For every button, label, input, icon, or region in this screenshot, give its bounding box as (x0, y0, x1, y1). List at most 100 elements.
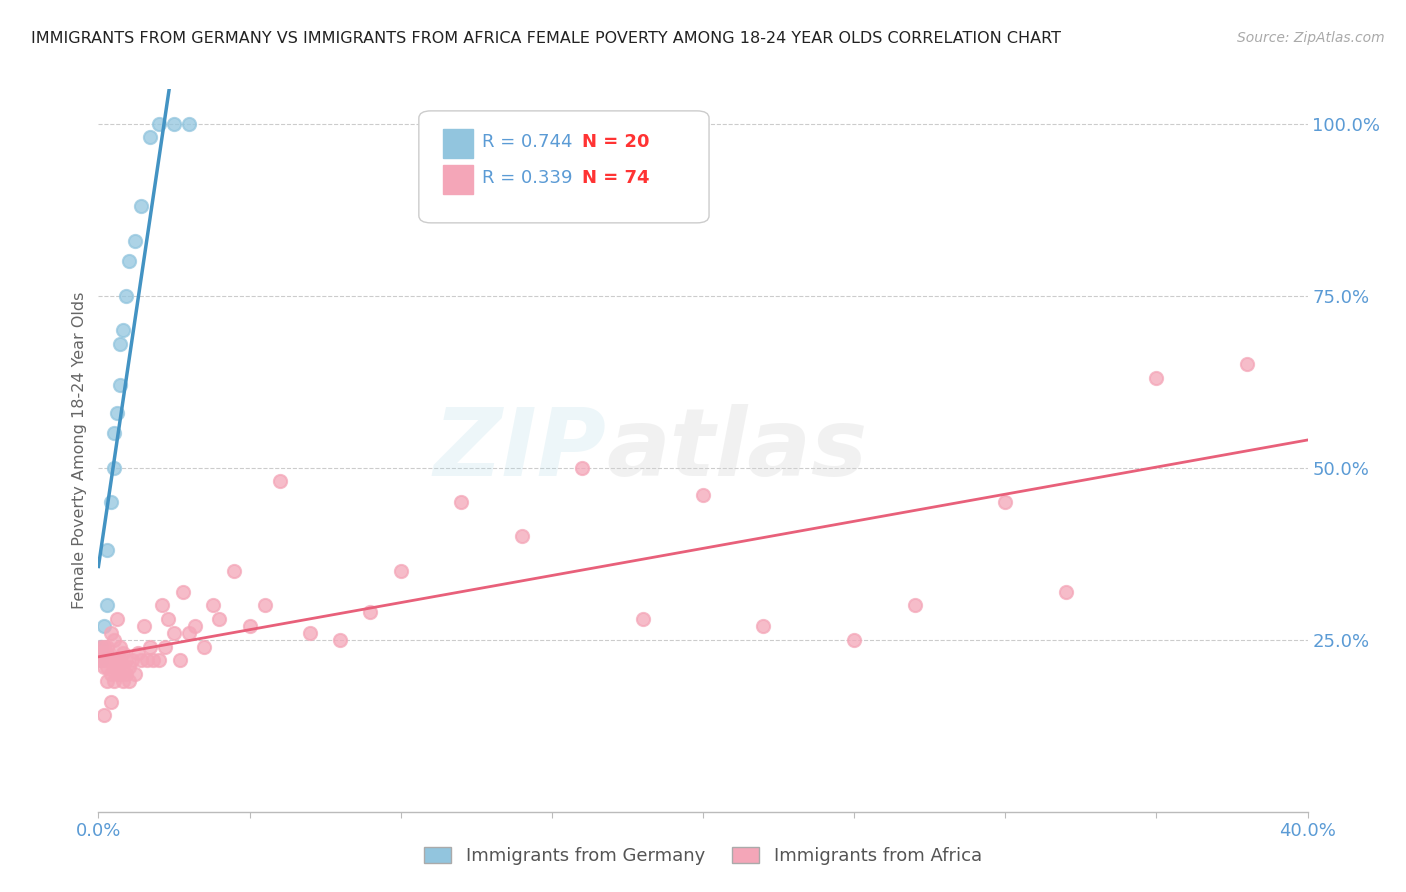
Point (148, 117, 170, 131)
Point (389, 564, 412, 578)
Text: N = 20: N = 20 (582, 133, 650, 151)
Bar (443, 129, 474, 158)
Point (208, 612, 231, 626)
Point (163, 625, 186, 640)
Point (752, 619, 775, 633)
Point (118, 660, 141, 674)
Point (111, 323, 134, 337)
Point (148, 653, 170, 667)
Point (114, 653, 136, 667)
Point (100, 495, 122, 509)
Point (108, 336, 131, 351)
Point (96, 653, 118, 667)
Point (93, 619, 115, 633)
Point (994, 495, 1017, 509)
Point (193, 640, 215, 654)
Point (172, 584, 194, 599)
Point (96, 543, 118, 558)
Point (1144, 371, 1167, 385)
Point (103, 632, 125, 647)
Point (118, 254, 141, 268)
Point (100, 695, 122, 709)
Point (96, 673, 118, 688)
Point (329, 632, 352, 647)
Point (179, 625, 201, 640)
Point (1054, 584, 1077, 599)
Point (299, 625, 322, 640)
Point (904, 599, 927, 613)
Point (169, 653, 191, 667)
Point (224, 564, 246, 578)
Point (571, 460, 593, 475)
Point (153, 640, 176, 654)
Point (124, 667, 146, 681)
Point (105, 653, 128, 667)
Point (139, 130, 162, 145)
Point (127, 647, 149, 661)
Point (100, 625, 122, 640)
Text: R = 0.339: R = 0.339 (482, 169, 572, 187)
Point (96, 640, 118, 654)
Point (108, 378, 131, 392)
Bar (443, 165, 474, 194)
Point (90, 647, 112, 661)
Point (108, 667, 131, 681)
Point (103, 673, 125, 688)
Point (105, 612, 128, 626)
Point (90, 653, 112, 667)
Point (692, 488, 714, 502)
Text: N = 74: N = 74 (582, 169, 650, 187)
Point (103, 426, 125, 441)
Point (90, 640, 112, 654)
FancyBboxPatch shape (419, 111, 709, 223)
Point (103, 653, 125, 667)
Point (631, 612, 654, 626)
Point (111, 673, 134, 688)
Point (135, 653, 157, 667)
Point (253, 599, 276, 613)
Point (93, 660, 115, 674)
Point (93, 708, 115, 723)
Point (93, 640, 115, 654)
Point (114, 667, 136, 681)
Point (111, 647, 134, 661)
Point (844, 632, 866, 647)
Point (142, 653, 165, 667)
Point (156, 612, 179, 626)
Point (90, 640, 112, 654)
Point (124, 234, 146, 248)
Point (100, 653, 122, 667)
Point (139, 640, 162, 654)
Point (93, 647, 115, 661)
Point (111, 660, 134, 674)
Point (121, 653, 143, 667)
Point (96, 599, 118, 613)
Point (108, 653, 131, 667)
Point (163, 117, 186, 131)
Point (239, 619, 262, 633)
Point (103, 660, 125, 674)
Point (103, 460, 125, 475)
Point (93, 653, 115, 667)
Text: atlas: atlas (606, 404, 868, 497)
Text: ZIP: ZIP (433, 404, 606, 497)
Point (108, 640, 131, 654)
Point (150, 599, 173, 613)
Point (129, 653, 152, 667)
Point (510, 529, 533, 543)
Point (105, 406, 128, 420)
Text: Source: ZipAtlas.com: Source: ZipAtlas.com (1237, 31, 1385, 45)
Point (96, 660, 118, 674)
Text: R = 0.744: R = 0.744 (482, 133, 572, 151)
Point (118, 673, 141, 688)
Point (269, 475, 291, 489)
Text: IMMIGRANTS FROM GERMANY VS IMMIGRANTS FROM AFRICA FEMALE POVERTY AMONG 18-24 YEA: IMMIGRANTS FROM GERMANY VS IMMIGRANTS FR… (31, 31, 1062, 46)
Point (90, 653, 112, 667)
Point (202, 599, 225, 613)
Point (1236, 358, 1258, 372)
Point (114, 288, 136, 302)
Legend: Immigrants from Germany, Immigrants from Africa: Immigrants from Germany, Immigrants from… (418, 839, 988, 872)
Point (179, 117, 201, 131)
Point (96, 647, 118, 661)
Point (105, 667, 128, 681)
